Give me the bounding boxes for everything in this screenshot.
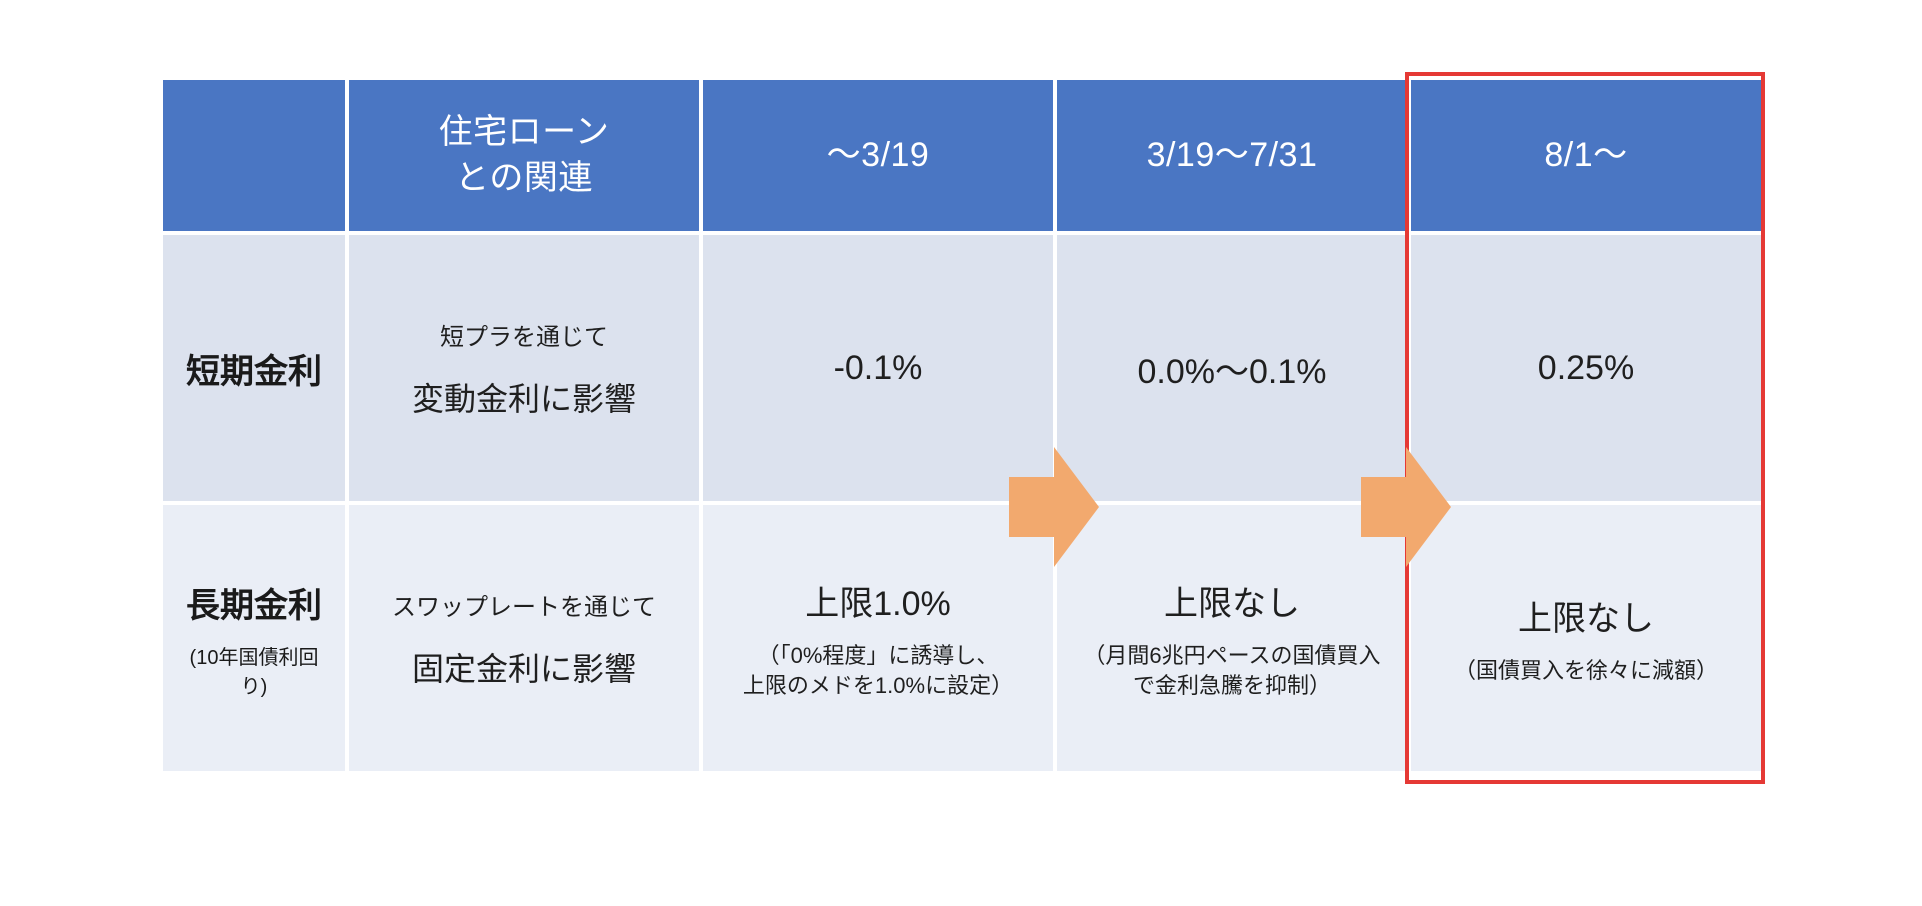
header-period1-text: ～3/19 [827, 133, 930, 179]
row1-period1: 上限1.0% （「0%程度」に誘導し、上限のメドを1.0%に設定） [701, 503, 1055, 773]
rate-table: 住宅ローンとの関連 ～3/19 3/19～7/31 8/1～ 短期金利 短プラを… [161, 78, 1761, 828]
row0-label-main: 短期金利 [186, 344, 322, 393]
row0-period2: 0.0%～0.1% [1055, 233, 1409, 503]
row1-label: 長期金利 (10年国債利回り) [161, 503, 347, 773]
row1-label-main: 長期金利 [186, 578, 322, 627]
header-relation: 住宅ローンとの関連 [347, 78, 701, 233]
row0-period1: -0.1% [701, 233, 1055, 503]
row0-relation: 短プラを通じて 変動金利に影響 [347, 233, 701, 503]
row0-period3-main: 0.25% [1538, 349, 1634, 388]
header-period3: 8/1～ [1409, 78, 1763, 233]
header-relation-text: 住宅ローンとの関連 [439, 110, 610, 202]
row1-period2-main: 上限なし [1164, 576, 1300, 625]
row1-period2: 上限なし （月間6兆円ペースの国債買入で金利急騰を抑制） [1055, 503, 1409, 773]
row1-period3-note: （国債買入を徐々に減額） [1454, 656, 1718, 686]
row0-relation-big: 変動金利に影響 [412, 374, 636, 420]
header-period2-text: 3/19～7/31 [1147, 133, 1318, 179]
table-stage: 住宅ローンとの関連 ～3/19 3/19～7/31 8/1～ 短期金利 短プラを… [161, 78, 1761, 828]
row1-period3-main: 上限なし [1518, 591, 1654, 640]
row0-label: 短期金利 [161, 233, 347, 503]
row1-period2-note: （月間6兆円ペースの国債買入で金利急騰を抑制） [1083, 641, 1380, 700]
row0-period3: 0.25% [1409, 233, 1763, 503]
header-period3-text: 8/1～ [1544, 133, 1627, 179]
header-blank [161, 78, 347, 233]
header-period2: 3/19～7/31 [1055, 78, 1409, 233]
row1-period1-main: 上限1.0% [805, 576, 951, 625]
row1-relation: スワップレートを通じて 固定金利に影響 [347, 503, 701, 773]
row1-relation-small: スワップレートを通じて [392, 587, 656, 622]
header-period1: ～3/19 [701, 78, 1055, 233]
row1-period3: 上限なし （国債買入を徐々に減額） [1409, 503, 1763, 773]
row0-period1-main: -0.1% [834, 349, 923, 388]
row0-relation-small: 短プラを通じて [440, 317, 608, 352]
row1-label-sub: (10年国債利回り) [177, 641, 331, 699]
row0-period2-main: 0.0%～0.1% [1138, 344, 1327, 393]
row1-relation-big: 固定金利に影響 [412, 644, 636, 690]
row1-period1-note: （「0%程度」に誘導し、上限のメドを1.0%に設定） [743, 641, 1013, 700]
